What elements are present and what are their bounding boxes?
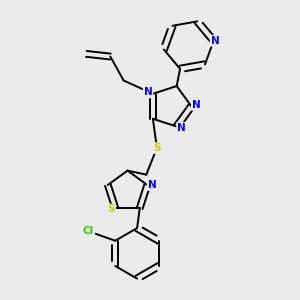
Text: N: N <box>144 88 152 98</box>
Text: N: N <box>192 100 200 110</box>
Text: N: N <box>177 123 186 133</box>
Text: S: S <box>108 205 115 214</box>
Text: N: N <box>148 180 156 190</box>
Text: Cl: Cl <box>83 226 94 236</box>
Text: N: N <box>211 36 219 46</box>
Text: S: S <box>153 143 160 153</box>
